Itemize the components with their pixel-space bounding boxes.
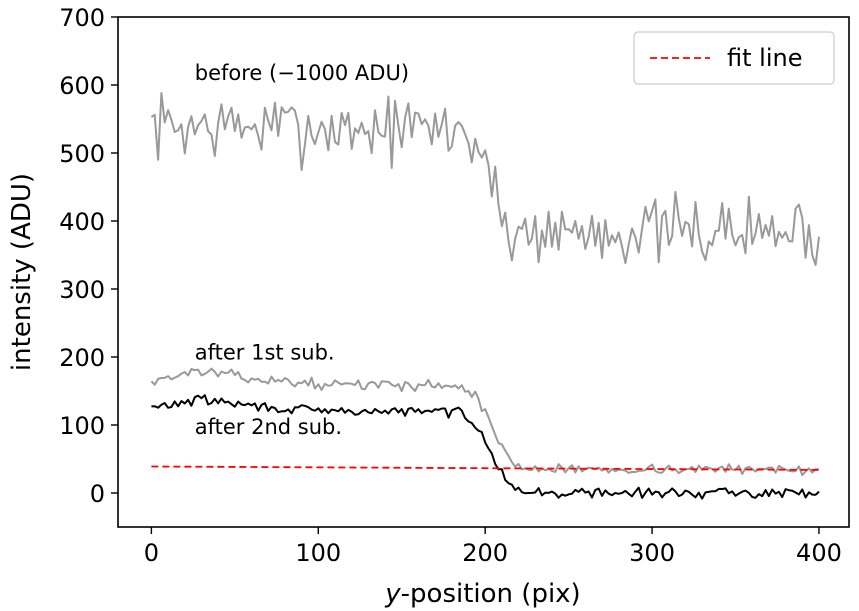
annotation-after-1st: after 1st sub. <box>195 341 335 365</box>
annotation-before: before (−1000 ADU) <box>195 61 409 85</box>
y-tick-label-200: 200 <box>59 344 105 372</box>
series-line-2 <box>151 394 820 500</box>
plot-lines <box>150 92 820 500</box>
y-tick-label-100: 100 <box>59 412 105 440</box>
annotation-after-2nd: after 2nd sub. <box>195 415 342 439</box>
axes-ticks: 0 100 200 300 400 0 100 200 300 400 500 600 700 <box>59 4 842 567</box>
y-tick-label-500: 500 <box>59 140 105 168</box>
plot-frame <box>117 16 850 528</box>
y-tick-label-0: 0 <box>90 480 105 508</box>
legend-box <box>633 31 835 85</box>
legend: fit line <box>633 31 835 85</box>
y-tick-label-400: 400 <box>59 208 105 236</box>
y-axis-label: intensity (ADU) <box>7 173 37 371</box>
x-tick-label-300: 300 <box>629 539 675 567</box>
x-tick-label-100: 100 <box>295 539 341 567</box>
x-axis-label-rest: -position (pix) <box>401 579 581 609</box>
y-tick-label-600: 600 <box>59 72 105 100</box>
legend-fit-line-label: fit line <box>727 44 802 72</box>
x-tick-label-0: 0 <box>144 539 159 567</box>
series-line-1 <box>150 367 820 477</box>
x-tick-label-400: 400 <box>796 539 842 567</box>
y-tick-label-300: 300 <box>59 276 105 304</box>
y-tick-label-700: 700 <box>59 4 105 32</box>
x-axis-label: y-position (pix) <box>384 579 580 609</box>
x-axis-label-italic: y <box>384 579 401 609</box>
series-line-3 <box>151 465 820 471</box>
x-tick-label-200: 200 <box>462 539 508 567</box>
series-line-0 <box>150 92 820 266</box>
